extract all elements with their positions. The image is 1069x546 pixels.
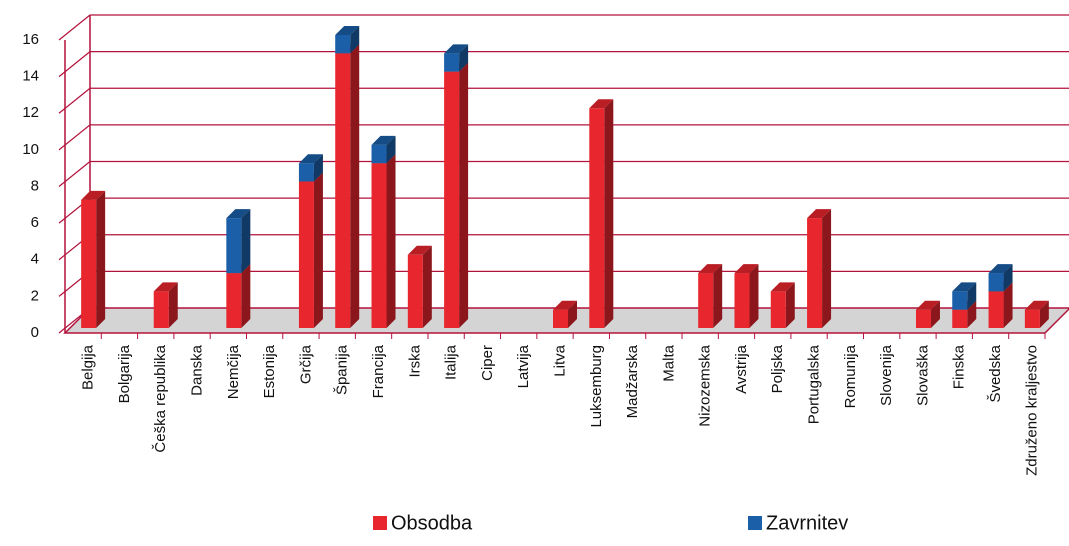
legend-label: Obsodba	[391, 512, 473, 534]
y-tick-label: 8	[31, 177, 39, 194]
bar	[371, 135, 396, 164]
bar	[915, 300, 940, 328]
tick-mark	[58, 124, 91, 151]
x-tick-label: Nizozemska	[697, 344, 714, 426]
legend-label: Zavrnitev	[766, 512, 848, 534]
y-tick-label: 0	[31, 324, 39, 341]
bar	[952, 282, 977, 310]
bar	[553, 300, 577, 328]
bar	[371, 154, 396, 328]
x-tick-label: Portugalska	[806, 344, 823, 424]
y-tick-label: 2	[31, 287, 39, 304]
bar	[589, 99, 614, 328]
bar	[298, 172, 323, 328]
x-tick-label: Nemčija	[225, 344, 242, 399]
bar	[770, 282, 795, 328]
y-tick-label: 14	[22, 68, 39, 85]
y-tick-label: 12	[22, 104, 39, 121]
tick-mark	[58, 161, 91, 187]
bar	[226, 264, 251, 328]
x-tick-label: Španija	[334, 344, 351, 395]
bar	[335, 26, 360, 54]
bar	[335, 44, 360, 328]
x-tick-label: Poljska	[769, 344, 786, 393]
bar	[1024, 300, 1049, 328]
y-tick-label: 16	[22, 31, 39, 48]
x-tick-label: Estonija	[261, 344, 278, 398]
x-tick-label: Danska	[189, 344, 206, 396]
bar	[807, 209, 832, 328]
y-tick-label: 6	[31, 214, 39, 231]
x-tick-label: Ciper	[479, 345, 496, 381]
x-tick-label: Romunija	[842, 344, 859, 408]
x-tick-label: Bolgarija	[116, 344, 133, 403]
x-tick-label: Luksemburg	[588, 345, 605, 428]
x-tick-label: Irska	[406, 344, 423, 377]
bar	[734, 264, 759, 328]
bar	[226, 209, 251, 274]
x-tick-label: Češka republika	[152, 344, 169, 452]
x-tick-label: Finska	[951, 344, 968, 389]
y-tick-label: 4	[31, 251, 39, 268]
y-tick-label: 10	[22, 141, 39, 158]
bar	[444, 44, 469, 72]
x-tick-label: Slovenija	[878, 344, 895, 406]
tick-mark	[58, 14, 91, 41]
x-tick-label: Francija	[370, 344, 387, 398]
bar	[988, 264, 1013, 292]
x-tick-label: Belgija	[80, 344, 97, 390]
bar	[407, 245, 432, 328]
bar	[298, 154, 323, 182]
x-tick-label: Madžarska	[624, 344, 641, 418]
x-tick-label: Malta	[660, 344, 677, 381]
legend-swatch	[373, 516, 387, 530]
x-tick-label: Italija	[443, 344, 460, 380]
x-tick-label: Slovaška	[914, 344, 931, 406]
bar	[444, 62, 469, 328]
legend-swatch	[748, 516, 762, 530]
bar	[153, 282, 178, 328]
x-tick-label: Združeno kraljestvo	[1023, 345, 1040, 476]
bar	[698, 264, 723, 328]
x-tick-label: Švedska	[987, 344, 1004, 402]
tick-mark	[58, 87, 91, 114]
x-tick-label: Latvija	[515, 344, 532, 388]
tick-mark	[58, 51, 91, 78]
bar	[81, 190, 106, 328]
x-tick-label: Avstrija	[733, 344, 750, 394]
x-tick-label: Litva	[551, 344, 568, 376]
x-tick-label: Grčija	[297, 344, 314, 384]
